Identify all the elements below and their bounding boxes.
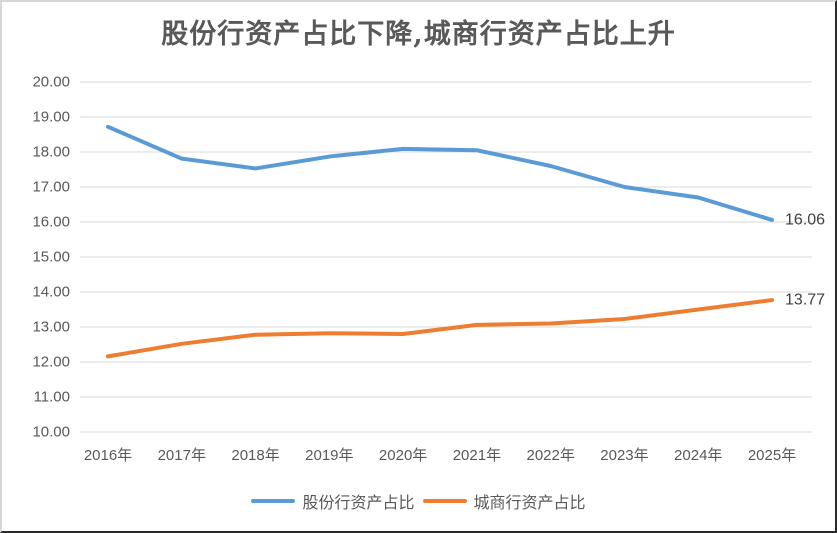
x-axis-tick-label: 2024年 [674, 447, 722, 464]
x-axis-tick-label: 2016年 [84, 447, 132, 464]
y-axis-tick-label: 20.00 [32, 74, 70, 91]
legend-swatch [422, 499, 467, 503]
x-axis-tick-label: 2023年 [600, 447, 648, 464]
x-axis-tick-label: 2017年 [158, 447, 206, 464]
x-axis-tick-label: 2018年 [231, 447, 279, 464]
y-axis-tick-label: 17.00 [32, 179, 70, 196]
legend-item: 股份行资产占比 [251, 489, 415, 513]
legend-item: 城商行资产占比 [422, 489, 586, 513]
series-line [106, 298, 775, 359]
series-end-data-label: 13.77 [785, 292, 825, 309]
x-axis-tick-label: 2021年 [453, 447, 501, 464]
series-line [106, 124, 775, 222]
y-axis-tick-label: 19.00 [32, 109, 70, 126]
x-axis-tick-label: 2022年 [526, 447, 574, 464]
legend-label: 股份行资产占比 [302, 495, 415, 512]
legend-swatch [251, 499, 296, 503]
y-axis-tick-label: 12.00 [32, 354, 70, 371]
y-axis-tick-label: 14.00 [32, 284, 70, 301]
x-axis-tick-label: 2025年 [748, 447, 796, 464]
x-axis-tick-label: 2020年 [379, 447, 427, 464]
y-axis-tick-label: 10.00 [32, 424, 70, 441]
y-axis-tick-label: 18.00 [32, 144, 70, 161]
series-end-data-label: 16.06 [785, 211, 825, 228]
y-axis-tick-label: 13.00 [32, 319, 70, 336]
y-axis-tick-label: 11.00 [34, 389, 70, 406]
legend: 股份行资产占比 城商行资产占比 [2, 489, 835, 513]
y-axis-tick-label: 15.00 [32, 249, 70, 266]
chart-title: 股份行资产占比下降,城商行资产占比上升 [161, 19, 676, 50]
y-axis-tick-label: 16.00 [32, 214, 70, 231]
x-axis-tick-label: 2019年 [305, 447, 353, 464]
legend-label: 城商行资产占比 [473, 495, 586, 512]
